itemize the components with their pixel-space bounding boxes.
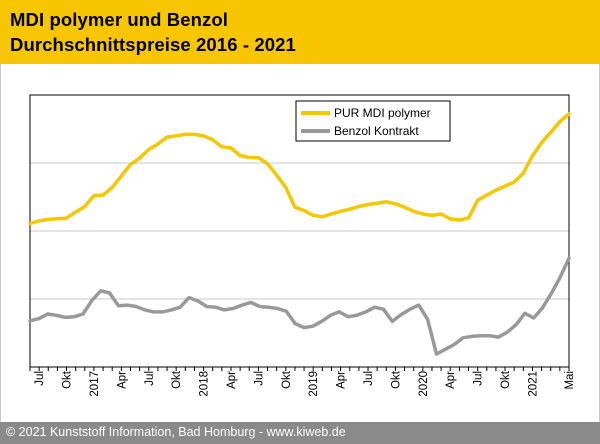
legend: PUR MDI polymer Benzol Kontrakt xyxy=(295,100,451,142)
x-tick-label: 2020 xyxy=(418,371,430,397)
chart-title-line-1: MDI polymer und Benzol xyxy=(10,9,229,30)
series-lines xyxy=(28,112,571,356)
x-tick-label: Okt xyxy=(62,370,74,389)
x-tick-label: Apr xyxy=(336,371,348,389)
x-tick-label: Jul xyxy=(34,371,46,386)
x-tick-label: Okt xyxy=(171,370,183,389)
legend-box xyxy=(295,100,451,142)
x-tick-label: Jul xyxy=(144,371,156,386)
x-tick-label: Jul xyxy=(363,371,375,386)
x-tick-label: Apr xyxy=(116,371,128,389)
x-tick-label: Jul xyxy=(473,371,485,386)
x-tick-label: Apr xyxy=(226,371,238,389)
copyright-text: © 2021 Kunststoff Information, Bad Hombu… xyxy=(6,425,346,439)
x-tick-label: Okt xyxy=(390,370,402,389)
x-tick-label: Mai xyxy=(564,371,576,390)
x-tick-label: Okt xyxy=(500,370,512,389)
x-tick-label: Okt xyxy=(281,370,293,389)
footer-bar: © 2021 Kunststoff Information, Bad Hombu… xyxy=(0,422,600,444)
plot-area xyxy=(29,94,570,368)
chart-header: MDI polymer und Benzol Durchschnittsprei… xyxy=(0,0,600,64)
series-line-mdi xyxy=(28,112,571,226)
x-tick-label: 2018 xyxy=(199,371,211,397)
x-tick-label: 2017 xyxy=(89,371,101,397)
gridlines xyxy=(30,162,569,300)
x-tick-label: 2019 xyxy=(308,371,320,397)
chart-title-line-2: Durchschnittspreise 2016 - 2021 xyxy=(10,34,296,55)
x-tick-label: 2021 xyxy=(527,371,539,397)
x-tick-label: Jul xyxy=(253,371,265,386)
series-line-benzol xyxy=(28,256,571,356)
x-tick-label: Apr xyxy=(445,371,457,389)
legend-label-benzol: Benzol Kontrakt xyxy=(334,124,419,138)
x-axis-ticks: Jul Okt 2017 Apr Jul Okt 2018 Apr Jul Okt 2019 Apr J… xyxy=(29,367,576,397)
legend-label-mdi: PUR MDI polymer xyxy=(334,106,431,120)
